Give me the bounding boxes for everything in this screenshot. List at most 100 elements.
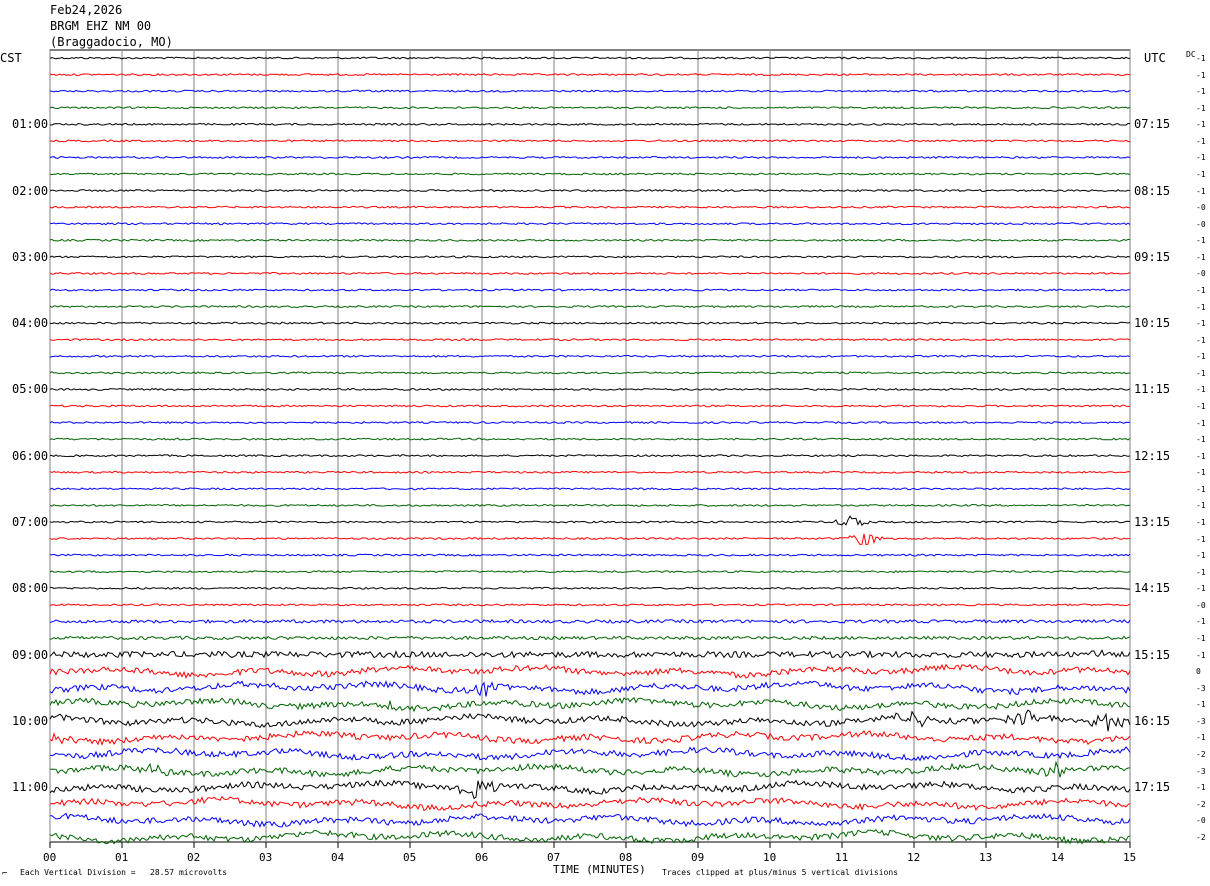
trace-row	[49, 271, 1131, 275]
x-tick-label: 07	[547, 851, 561, 864]
trace-row	[49, 387, 1131, 391]
left-hour-label: 01:00	[12, 117, 49, 132]
dc-offset-label: -1	[1196, 733, 1206, 743]
trace-row	[49, 437, 1131, 441]
trace-row	[49, 760, 1131, 778]
right-hour-label: 17:15	[1134, 780, 1171, 795]
dc-offset-label: -1	[1196, 501, 1206, 511]
dc-offset-label: -3	[1196, 683, 1206, 693]
dc-offset-label: -0	[1196, 219, 1206, 229]
dc-offset-label: -1	[1196, 70, 1206, 80]
trace-row	[49, 288, 1130, 292]
dc-offset-label: -1	[1196, 567, 1206, 577]
corner-mark-icon: ⌐	[2, 869, 8, 879]
trace-row	[49, 649, 1131, 659]
dc-offset-label: -1	[1196, 252, 1206, 262]
dc-offset-label: 0	[1196, 667, 1201, 677]
dc-offset-label: -1	[1196, 401, 1206, 411]
x-tick-label: 02	[187, 851, 201, 864]
header-date: Feb24,2026	[50, 3, 123, 17]
trace-row	[49, 205, 1130, 209]
trace-row	[49, 603, 1131, 607]
trace-row	[49, 338, 1131, 342]
dc-offset-label: -1	[1196, 302, 1206, 312]
trace-row	[49, 697, 1131, 713]
trace-row	[49, 779, 1131, 800]
trace-row	[49, 305, 1131, 309]
left-hour-label: 10:00	[12, 713, 49, 728]
dc-offset-label: -1	[1196, 169, 1206, 179]
trace-row	[49, 503, 1131, 507]
x-tick-label: 04	[331, 851, 345, 864]
dc-offset-label: -1	[1196, 120, 1206, 130]
trace-row	[50, 812, 1131, 828]
dc-offset-label: -0	[1196, 203, 1206, 213]
right-axis-label: UTC	[1144, 51, 1166, 65]
dc-offset-label: -2	[1196, 799, 1206, 809]
left-hour-label: 02:00	[12, 183, 49, 198]
dc-offset-label: -1	[1196, 54, 1206, 63]
right-hour-label: 15:15	[1134, 647, 1171, 662]
trace-row	[49, 709, 1131, 732]
trace-row	[49, 795, 1131, 812]
trace-row	[49, 729, 1131, 746]
dc-offset-label: -1	[1196, 186, 1206, 196]
trace-row	[49, 828, 1131, 845]
header-station: BRGM EHZ NM 00	[50, 19, 152, 33]
x-tick-label: 06	[475, 851, 489, 864]
right-hour-label: 10:15	[1134, 316, 1171, 331]
dc-offset-label: -1	[1196, 650, 1206, 660]
trace-row	[49, 155, 1131, 159]
left-axis-label: CST	[0, 51, 22, 65]
dc-offset-label: -2	[1196, 832, 1206, 842]
trace-row	[49, 139, 1130, 143]
trace-row	[49, 553, 1131, 557]
header-location: (Braggadocio, MO)	[50, 35, 173, 49]
left-hour-label: 09:00	[12, 647, 49, 662]
trace-row	[49, 222, 1131, 226]
trace-row	[49, 746, 1131, 762]
trace-row	[49, 89, 1131, 93]
trace-row	[49, 56, 1131, 60]
dc-offset-label: -1	[1196, 385, 1206, 395]
trace-row	[49, 635, 1131, 641]
right-hour-label: 11:15	[1134, 382, 1171, 397]
x-tick-label: 08	[619, 851, 633, 864]
trace-row	[49, 321, 1131, 325]
right-hour-label: 16:15	[1134, 713, 1171, 728]
right-hour-label: 14:15	[1134, 581, 1171, 596]
trace-row	[49, 172, 1131, 176]
trace-row	[49, 680, 1131, 697]
dc-offset-label: -3	[1196, 716, 1206, 726]
dc-offset-label: -0	[1196, 269, 1206, 279]
dc-offset-label: -1	[1196, 236, 1206, 246]
dc-offset-label: -1	[1196, 136, 1206, 146]
x-tick-label: 03	[259, 851, 273, 864]
scale-note: Each Vertical Division = 28.57 microvolt…	[20, 868, 228, 877]
x-tick-label: 12	[907, 851, 921, 864]
trace-row	[49, 255, 1131, 259]
trace-row	[50, 586, 1130, 590]
dc-offset-label: -1	[1196, 700, 1206, 710]
right-hour-label: 09:15	[1134, 249, 1171, 264]
right-hour-label: 13:15	[1134, 514, 1171, 529]
x-tick-label: 13	[979, 851, 993, 864]
trace-row	[49, 454, 1131, 458]
trace-row	[49, 470, 1131, 474]
dc-label: DC	[1186, 50, 1196, 59]
right-hour-label: 08:15	[1134, 183, 1171, 198]
trace-row	[49, 515, 1131, 527]
trace-row	[49, 421, 1131, 425]
trace-row	[49, 487, 1131, 491]
trace-row	[49, 354, 1131, 358]
dc-offset-label: -1	[1196, 534, 1206, 544]
dc-offset-label: -0	[1196, 600, 1206, 610]
dc-offset-label: -0	[1196, 816, 1206, 826]
x-axis-ticks	[49, 842, 1131, 848]
right-hour-label: 12:15	[1134, 448, 1171, 463]
clip-note: Traces clipped at plus/minus 5 vertical …	[662, 868, 899, 877]
dc-offset-label: -1	[1196, 633, 1206, 643]
left-hour-label: 11:00	[12, 780, 49, 795]
left-hour-label: 03:00	[12, 249, 49, 264]
dc-offset-label: -1	[1196, 783, 1206, 793]
